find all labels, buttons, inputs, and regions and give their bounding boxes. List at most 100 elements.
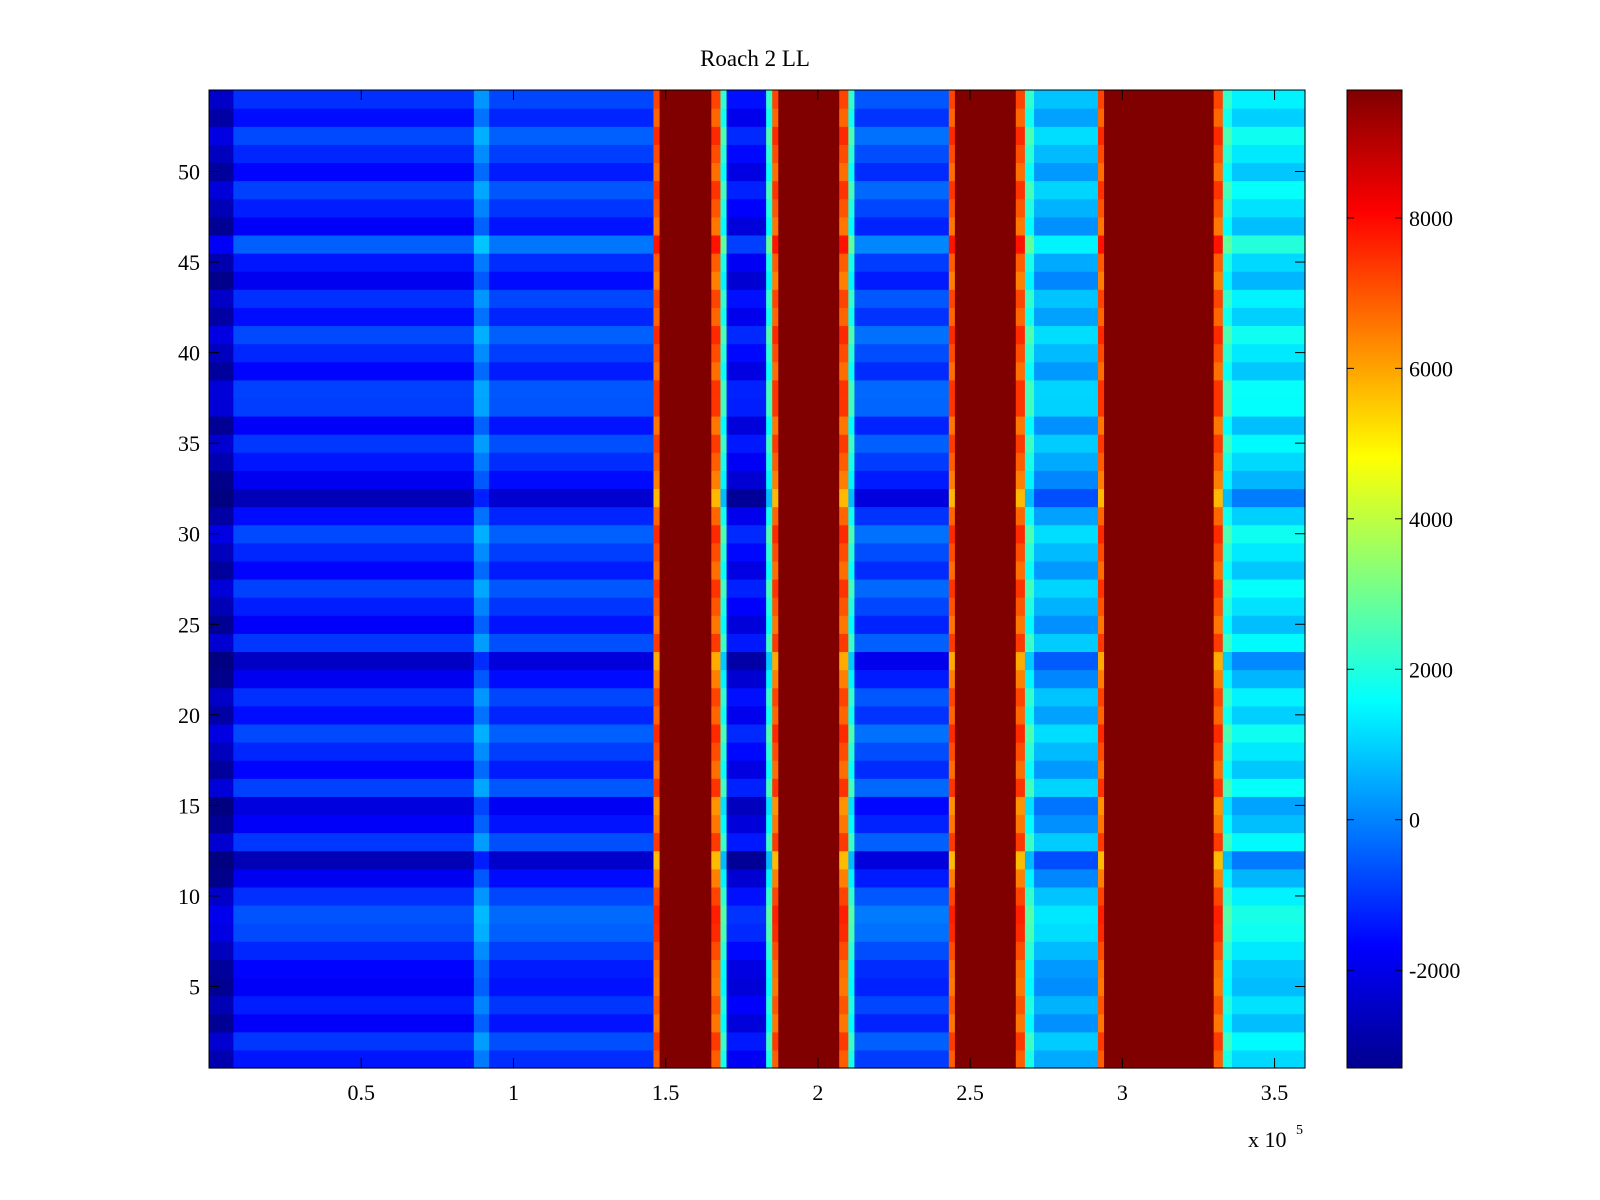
heatmap-cell bbox=[766, 271, 773, 290]
heatmap-cell bbox=[839, 977, 849, 997]
heatmap-cell bbox=[854, 923, 950, 942]
chart-title: Roach 2 LL bbox=[700, 46, 810, 71]
heatmap-cell bbox=[653, 144, 661, 164]
heatmap-cell bbox=[839, 216, 849, 236]
heatmap-cell bbox=[948, 397, 956, 417]
heatmap-cell bbox=[1097, 216, 1105, 236]
heatmap-cell bbox=[839, 923, 849, 942]
heatmap-cell bbox=[1024, 253, 1035, 272]
heatmap-cell bbox=[659, 1031, 712, 1051]
y-tick-label: 25 bbox=[178, 612, 200, 637]
heatmap-cell bbox=[1213, 271, 1224, 290]
heatmap-cell bbox=[726, 452, 767, 471]
heatmap-cell bbox=[772, 144, 779, 164]
heatmap-cell bbox=[726, 524, 767, 544]
heatmap-cell bbox=[854, 452, 950, 471]
heatmap-cell bbox=[1104, 216, 1215, 236]
heatmap-cell bbox=[778, 1049, 840, 1069]
heatmap-cell bbox=[726, 923, 767, 942]
heatmap-cell bbox=[1034, 687, 1099, 707]
heatmap-cell bbox=[473, 271, 490, 290]
heatmap-cell bbox=[653, 669, 661, 689]
heatmap-cell bbox=[489, 162, 655, 182]
heatmap-cell bbox=[1097, 379, 1105, 399]
heatmap-cell bbox=[711, 126, 722, 145]
heatmap-cell bbox=[839, 832, 849, 852]
heatmap-cell bbox=[1097, 995, 1105, 1015]
heatmap-cell bbox=[1034, 361, 1099, 381]
heatmap-cell bbox=[659, 959, 712, 979]
heatmap-cell bbox=[473, 289, 490, 308]
heatmap-cell bbox=[1231, 923, 1306, 942]
heatmap-cell bbox=[209, 253, 234, 272]
heatmap-cell bbox=[772, 687, 779, 707]
heatmap-cell bbox=[839, 325, 849, 345]
heatmap-cell bbox=[1015, 977, 1026, 997]
heatmap-cell bbox=[1222, 687, 1233, 707]
heatmap-cell bbox=[1213, 995, 1224, 1015]
heatmap-cell bbox=[778, 289, 840, 308]
heatmap-cell bbox=[653, 597, 661, 616]
heatmap-cell bbox=[473, 723, 490, 743]
heatmap-cell bbox=[854, 108, 950, 127]
heatmap-cell bbox=[766, 361, 773, 381]
heatmap-cell bbox=[1024, 615, 1035, 634]
heatmap-cell bbox=[778, 253, 840, 272]
heatmap-cell bbox=[489, 180, 655, 200]
heatmap-cell bbox=[1104, 615, 1215, 634]
heatmap-cell bbox=[778, 723, 840, 743]
y-tick-label: 10 bbox=[178, 884, 200, 909]
heatmap-cell bbox=[772, 796, 779, 816]
heatmap-cell bbox=[766, 923, 773, 942]
heatmap-cell bbox=[1213, 669, 1224, 689]
heatmap-cell bbox=[489, 905, 655, 924]
heatmap-cell bbox=[1034, 452, 1099, 471]
heatmap-cell bbox=[772, 416, 779, 435]
heatmap-cell bbox=[766, 416, 773, 435]
heatmap-cell bbox=[489, 814, 655, 834]
heatmap-cell bbox=[720, 198, 728, 218]
heatmap-cell bbox=[778, 416, 840, 435]
heatmap-cell bbox=[726, 850, 767, 870]
heatmap-cell bbox=[233, 1049, 475, 1069]
heatmap-cell bbox=[772, 180, 779, 200]
heatmap-cell bbox=[726, 669, 767, 689]
heatmap-cell bbox=[778, 234, 840, 254]
heatmap-cell bbox=[1034, 868, 1099, 888]
heatmap-cell bbox=[659, 307, 712, 327]
heatmap-cell bbox=[489, 723, 655, 743]
heatmap-cell bbox=[948, 234, 956, 254]
heatmap-cell bbox=[1097, 416, 1105, 435]
heatmap-cell bbox=[1097, 506, 1105, 526]
heatmap-cell bbox=[659, 434, 712, 453]
heatmap-cell bbox=[954, 1049, 1017, 1069]
heatmap-cell bbox=[473, 959, 490, 979]
heatmap-cell bbox=[473, 615, 490, 634]
heatmap-cell bbox=[839, 361, 849, 381]
heatmap-cell bbox=[1104, 687, 1215, 707]
heatmap-cell bbox=[1231, 542, 1306, 562]
heatmap-cell bbox=[653, 416, 661, 435]
heatmap-cell bbox=[778, 941, 840, 960]
heatmap-cell bbox=[954, 687, 1017, 707]
heatmap-cell bbox=[848, 379, 856, 399]
heatmap-cell bbox=[659, 687, 712, 707]
heatmap-cell bbox=[233, 959, 475, 979]
heatmap-cell bbox=[653, 560, 661, 580]
heatmap-cell bbox=[1104, 850, 1215, 870]
heatmap-cell bbox=[839, 144, 849, 164]
heatmap-cell bbox=[1213, 597, 1224, 616]
heatmap-cell bbox=[954, 1031, 1017, 1051]
heatmap-cell bbox=[1034, 923, 1099, 942]
heatmap-cell bbox=[1104, 832, 1215, 852]
heatmap-cell bbox=[848, 850, 856, 870]
heatmap-cell bbox=[233, 506, 475, 526]
heatmap-cell bbox=[854, 651, 950, 671]
heatmap-cell bbox=[954, 579, 1017, 598]
heatmap-cell bbox=[711, 633, 722, 653]
heatmap-cell bbox=[948, 253, 956, 272]
heatmap-cell bbox=[653, 760, 661, 779]
heatmap-cell bbox=[772, 560, 779, 580]
heatmap-cell bbox=[1034, 307, 1099, 327]
heatmap-cell bbox=[772, 90, 779, 109]
